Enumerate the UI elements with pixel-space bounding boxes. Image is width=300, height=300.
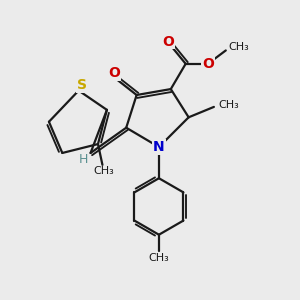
Text: H: H	[78, 153, 88, 166]
Text: CH₃: CH₃	[94, 167, 114, 176]
Text: CH₃: CH₃	[218, 100, 239, 110]
Text: N: N	[153, 140, 165, 154]
Text: O: O	[202, 57, 214, 71]
Text: S: S	[77, 78, 87, 92]
Text: CH₃: CH₃	[229, 43, 250, 52]
Text: CH₃: CH₃	[148, 253, 169, 262]
Text: O: O	[162, 34, 174, 49]
Text: O: O	[108, 66, 120, 80]
